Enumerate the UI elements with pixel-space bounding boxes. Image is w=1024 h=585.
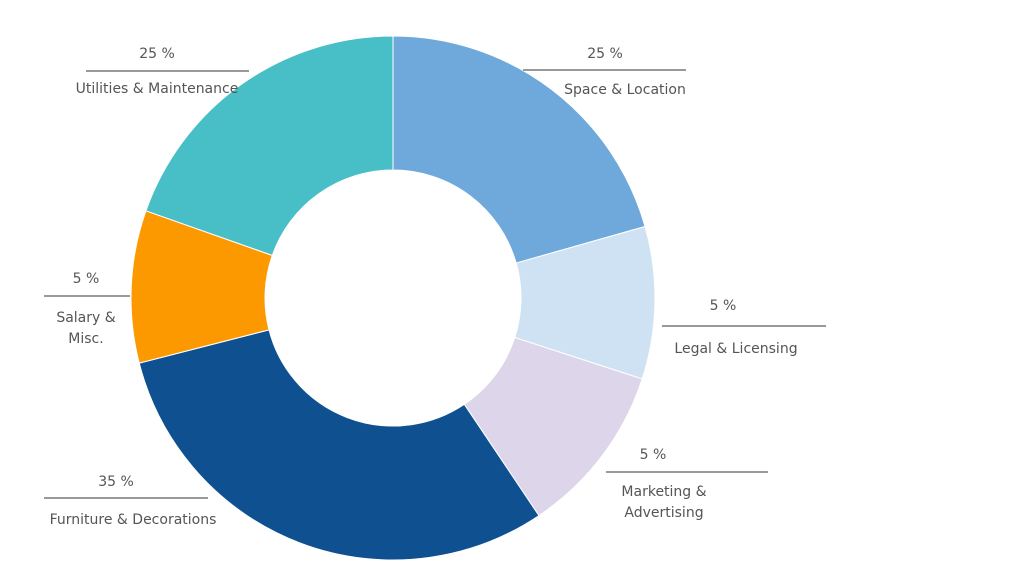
category-label-line: Salary & (56, 310, 115, 326)
category-label-line: Marketing & (621, 484, 706, 500)
category-label-line: Space & Location (564, 82, 686, 98)
percent-label-legal: 5 % (710, 298, 737, 314)
percent-label-furniture: 35 % (98, 474, 134, 490)
slice-furniture[interactable] (138, 329, 540, 561)
category-label-line: Furniture & Decorations (50, 512, 217, 528)
slice-utilities[interactable] (145, 35, 394, 257)
donut-slices (130, 35, 656, 561)
category-label-line: Utilities & Maintenance (76, 81, 239, 97)
category-label-space: Space & Location (564, 82, 686, 98)
percent-label-space: 25 % (587, 46, 623, 62)
category-label-line: Misc. (68, 331, 103, 347)
category-label-line: Advertising (624, 505, 703, 521)
category-label-furniture: Furniture & Decorations (50, 512, 217, 528)
percent-label-salary: 5 % (73, 271, 100, 287)
percent-label-utilities: 25 % (139, 46, 175, 62)
category-label-utilities: Utilities & Maintenance (76, 81, 239, 97)
category-label-line: Legal & Licensing (674, 341, 797, 357)
category-label-legal: Legal & Licensing (674, 341, 797, 357)
percent-label-marketing: 5 % (640, 447, 667, 463)
slice-labels: 25 % Space & Location 5 % Legal & Licensing… (44, 46, 826, 528)
slice-space[interactable] (392, 35, 646, 264)
category-label-salary: Salary & Misc. (56, 310, 115, 347)
category-label-marketing: Marketing & Advertising (621, 484, 706, 521)
